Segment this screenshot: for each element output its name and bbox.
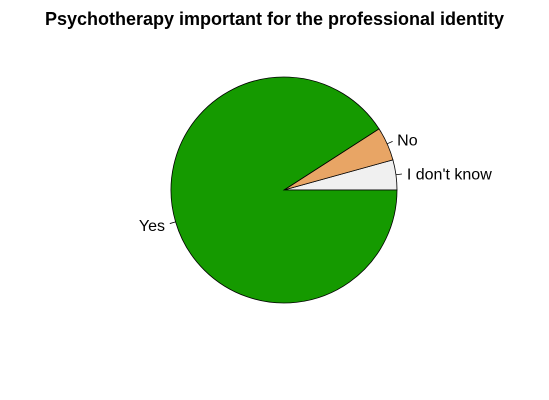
pie-label-tick-no (386, 141, 393, 145)
pie-label-yes: Yes (139, 218, 165, 235)
pie-label-tick-yes (169, 221, 176, 224)
pie-label-i-don-t-know: I don't know (407, 166, 492, 183)
pie-label-tick-i-don-t-know (395, 173, 402, 176)
chart-title: Psychotherapy important for the professi… (44, 9, 505, 29)
pie-slice-yes (170, 76, 398, 304)
pie-label-no: No (397, 132, 418, 149)
